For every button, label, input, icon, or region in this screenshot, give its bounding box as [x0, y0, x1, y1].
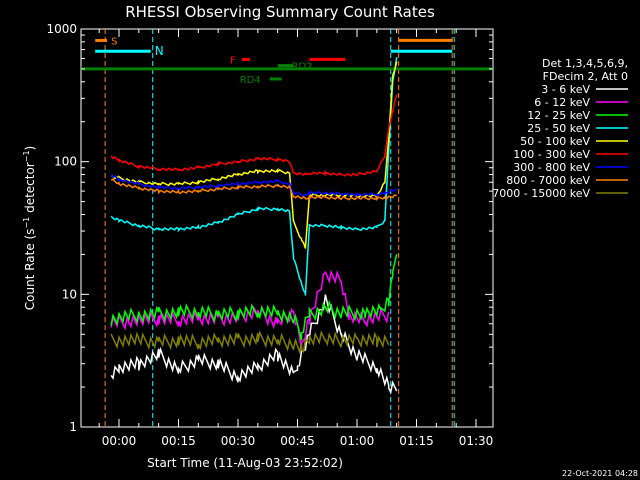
series-line: [110, 330, 390, 355]
y-axis: 1 10 100 1000: [46, 22, 493, 434]
x-tick-label: 01:00: [340, 434, 375, 448]
series-line: [110, 174, 398, 199]
x-tick-label: 00:45: [280, 434, 315, 448]
timestamp: 22-Oct-2021 04:28: [562, 469, 638, 478]
chart-title: RHESSI Observing Summary Count Rates: [125, 3, 435, 21]
series-line: [110, 94, 398, 177]
y-axis-label-end: ): [23, 146, 37, 151]
legend-entry-label: 12 - 25 keV: [527, 109, 590, 122]
series-line: [110, 56, 398, 296]
y-axis-label: Count Rate (s−1 detector−1): [22, 146, 37, 310]
legend-entry-label: 300 - 800 keV: [513, 161, 590, 174]
series-line: [110, 178, 397, 202]
legend-entry-label: 6 - 12 keV: [534, 96, 590, 109]
legend-header-1: Det 1,3,4,5,6,9,: [542, 57, 628, 70]
y-axis-label-sup1: −1: [22, 217, 31, 229]
series-line: [110, 254, 398, 341]
y-tick-label: 10: [62, 287, 77, 301]
legend-entry-label: 7000 - 15000 keV: [492, 187, 590, 200]
annotation-layer: [81, 29, 493, 427]
series-layer: [110, 56, 398, 395]
legend-header-2: FDecim 2, Att 0: [543, 70, 628, 83]
legend-entry-label: 50 - 100 keV: [520, 135, 590, 148]
y-axis-label-mid: detector: [23, 162, 37, 217]
legend-entry-label: 100 - 300 keV: [513, 148, 590, 161]
y-axis-label-sup2: −1: [22, 150, 31, 162]
night-label: N: [155, 44, 164, 58]
decimation-label: RD4: [240, 75, 261, 86]
series-line: [110, 61, 398, 249]
x-axis-label: Start Time (11-Aug-03 23:52:02): [147, 456, 343, 470]
x-tick-label: 00:00: [102, 434, 137, 448]
x-tick-label: 01:30: [459, 434, 494, 448]
y-axis-label-main: Count Rate (s: [23, 229, 37, 311]
y-tick-label: 1: [69, 420, 77, 434]
series-line: [110, 269, 390, 351]
legend: Det 1,3,4,5,6,9, FDecim 2, Att 0 3 - 6 k…: [492, 57, 628, 200]
flare-label: F: [230, 55, 236, 66]
series-line: [110, 294, 398, 395]
x-tick-label: 00:15: [161, 434, 196, 448]
legend-entry-label: 25 - 50 keV: [527, 122, 590, 135]
x-tick-label: 01:15: [399, 434, 434, 448]
y-tick-label: 1000: [46, 22, 77, 36]
decimation-label: RD2: [292, 62, 313, 73]
x-axis: 00:00 00:15 00:30 00:45 01:00 01:15 01:30: [98, 29, 494, 448]
legend-entry-label: 3 - 6 keV: [541, 83, 590, 96]
x-tick-label: 00:30: [221, 434, 256, 448]
plot-frame: [80, 28, 494, 428]
saa-label: S: [111, 36, 117, 47]
y-tick-label: 100: [54, 155, 77, 169]
plot-area: N S F RD2 RD4: [81, 29, 493, 427]
annotation-labels: N S F RD2 RD4: [111, 36, 312, 86]
legend-entry-label: 800 - 7000 keV: [506, 174, 590, 187]
